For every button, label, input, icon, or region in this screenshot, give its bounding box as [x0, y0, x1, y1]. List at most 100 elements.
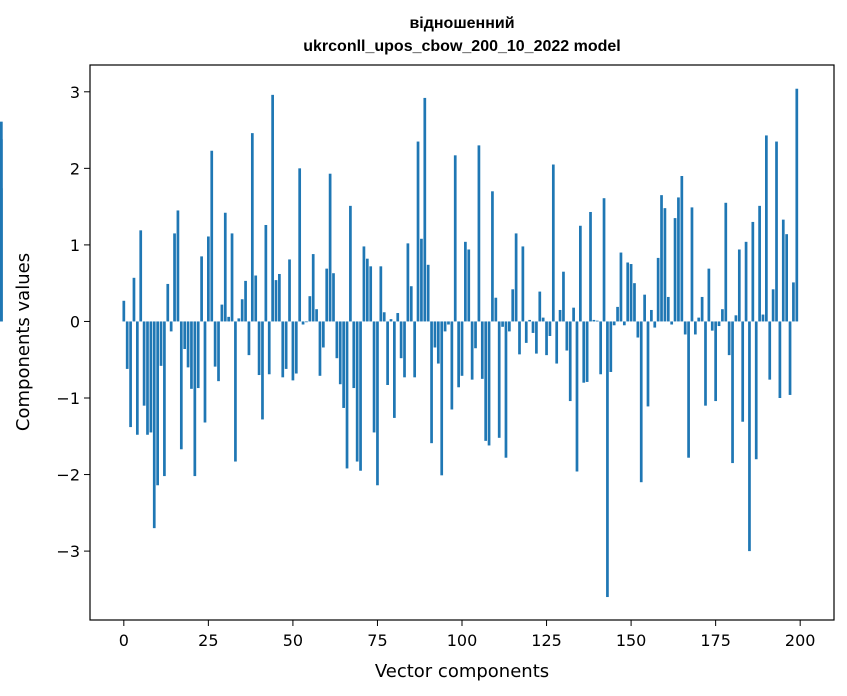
- bar: [555, 321, 559, 364]
- bar: [484, 321, 488, 441]
- bar: [589, 211, 592, 322]
- bar: [173, 233, 176, 322]
- bar: [548, 321, 552, 336]
- bar: [352, 321, 356, 389]
- bar: [643, 294, 646, 322]
- bar: [639, 321, 643, 483]
- bar: [595, 320, 599, 322]
- bar: [355, 321, 359, 462]
- bar: [240, 299, 244, 322]
- bar: [521, 246, 525, 322]
- bar: [230, 233, 234, 322]
- bar: [298, 168, 302, 322]
- bar: [541, 317, 545, 322]
- y-axis-ticks: −3 −2 −1 0 1 2 3: [56, 83, 90, 561]
- bar: [420, 238, 423, 322]
- y-tick-label: 2: [70, 159, 80, 178]
- bar: [332, 273, 335, 322]
- y-tick-label: 0: [70, 312, 80, 331]
- bar: [247, 321, 251, 356]
- bar: [237, 318, 241, 322]
- bar: [443, 321, 447, 332]
- x-tick-label: 75: [367, 631, 387, 650]
- bar: [186, 321, 190, 368]
- y-tick-label: 1: [70, 236, 80, 255]
- bar: [524, 321, 528, 343]
- bar: [149, 321, 153, 433]
- bar: [514, 233, 518, 322]
- bar: [423, 97, 427, 322]
- y-tick-label: −1: [56, 389, 80, 408]
- bar: [660, 195, 663, 322]
- x-tick-label: 50: [283, 631, 303, 650]
- bar: [125, 321, 129, 369]
- bar: [795, 88, 799, 322]
- bar: [680, 176, 684, 322]
- bar: [633, 283, 636, 322]
- bar: [457, 321, 460, 388]
- bar: [704, 321, 707, 406]
- x-tick-label: 0: [119, 631, 129, 650]
- chart-title-line1: відношенний: [409, 15, 514, 32]
- bar: [440, 321, 444, 476]
- bar: [430, 321, 433, 444]
- bar: [132, 277, 136, 322]
- bar: [122, 300, 126, 322]
- x-axis-ticks: 0 25 50 75 100 125 150 175 200: [119, 620, 816, 650]
- bar: [349, 205, 352, 322]
- bar: [792, 282, 795, 322]
- bar: [734, 315, 738, 322]
- bar: [470, 321, 474, 380]
- bar: [497, 321, 501, 438]
- bar: [677, 197, 680, 322]
- bar: [494, 297, 498, 322]
- bar: [193, 321, 197, 477]
- y-tick-label: −3: [56, 542, 80, 561]
- bar: [724, 202, 728, 322]
- bar: [683, 321, 687, 335]
- bar: [179, 321, 183, 450]
- bar: [305, 321, 308, 323]
- y-axis-label: Components values: [13, 253, 34, 431]
- bar: [301, 321, 305, 325]
- bar: [721, 309, 724, 322]
- bar: [727, 321, 731, 356]
- bar: [663, 208, 667, 322]
- bar: [616, 306, 619, 322]
- bar: [670, 321, 674, 325]
- bar: [291, 321, 295, 381]
- x-tick-label: 150: [616, 631, 647, 650]
- bar: [129, 321, 132, 428]
- bar: [244, 280, 247, 322]
- bar: [365, 258, 369, 322]
- bar: [775, 141, 778, 322]
- bar: [693, 321, 697, 335]
- bar: [450, 321, 454, 410]
- bar: [379, 266, 383, 322]
- bar: [372, 321, 376, 433]
- x-tick-label: 200: [785, 631, 816, 650]
- bar: [254, 275, 258, 322]
- bar: [409, 286, 413, 322]
- bar: [338, 321, 342, 385]
- bar: [213, 321, 217, 367]
- bar: [474, 321, 477, 349]
- bar: [159, 321, 163, 366]
- bar: [558, 309, 562, 322]
- bar: [768, 321, 772, 380]
- bar: [656, 257, 660, 322]
- x-tick-label: 25: [198, 631, 218, 650]
- bar: [636, 321, 640, 338]
- bar: [511, 289, 515, 322]
- bar: [531, 321, 535, 333]
- bars-group: [0, 88, 799, 598]
- bar: [758, 205, 761, 322]
- bar: [538, 291, 542, 322]
- bar: [359, 321, 362, 471]
- bar: [227, 316, 231, 322]
- bar: [602, 198, 606, 322]
- bar: [257, 321, 261, 376]
- chart-title-line2: ukrconll_upos_cbow_200_10_2022 model: [303, 38, 620, 55]
- bar: [477, 145, 481, 322]
- bar: [345, 321, 349, 469]
